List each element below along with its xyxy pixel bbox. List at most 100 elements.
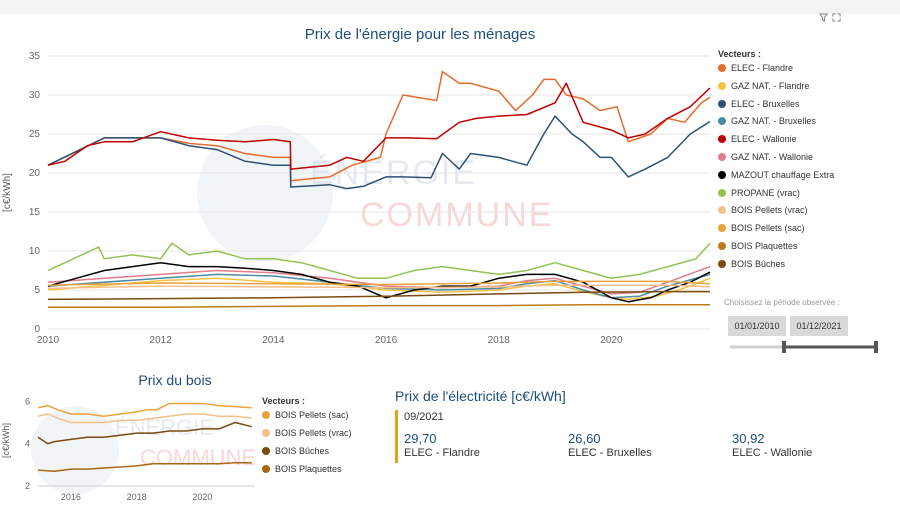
series-line-bois-pellets-vrac: [37, 413, 252, 424]
legend-dot-icon: [718, 259, 726, 268]
legend-label: BOIS Pellets (vrac): [731, 205, 808, 216]
watermark-wood: ÉNERGIE COMMUNE: [31, 406, 256, 494]
legend-item-elec-wallonie[interactable]: ELEC - Wallonie: [718, 134, 797, 144]
legend-label: PROPANE (vrac): [731, 187, 800, 198]
legend-label: BOIS Pellets (sac): [275, 410, 349, 420]
legend-item-bois-plaquettes[interactable]: BOIS Plaquettes: [262, 464, 342, 474]
y-axis-label: [c€/kWh]: [1, 423, 11, 458]
electricity-value-wallonie: 30,92: [732, 431, 765, 446]
y-tick-label: 30: [29, 90, 41, 101]
series-line-bois-buches: [47, 290, 710, 301]
legend-dot-icon: [718, 81, 726, 90]
legend-dot-icon: [718, 188, 726, 197]
series-line-bois-pellets-sac: [47, 280, 711, 287]
x-tick-label: 2020: [192, 492, 212, 502]
legend-item-bois-pellets-sac[interactable]: BOIS Pellets (sac): [718, 223, 805, 233]
legend-dot-icon: [718, 64, 726, 72]
y-tick-label: 20: [29, 168, 41, 179]
legend-dot-icon: [718, 170, 726, 179]
series-line-bois-plaquettes: [48, 304, 710, 308]
series-line-gaz-nat-wallonie: [47, 265, 711, 295]
y-tick-label: 35: [29, 51, 41, 62]
y-tick-label: 4: [25, 439, 30, 449]
legend-item-bois-pellets-vrac[interactable]: BOIS Pellets (vrac): [718, 205, 808, 215]
legend-label: GAZ NAT. - Wallonie: [731, 152, 814, 162]
main-chart: 0 5 10 15 20 25 30 35 2010 2012 2014 2016 2018 2020 [c…: [2, 51, 711, 346]
electricity-card-title: Prix de l'électricité [c€/kWh]: [395, 388, 566, 404]
legend-dot-icon: [262, 411, 270, 419]
legend-dot-icon: [262, 429, 270, 437]
series-line-elec-bruxelles: [47, 115, 711, 190]
slider-handle-end[interactable]: [874, 341, 878, 353]
legend-dot-icon: [718, 153, 726, 161]
legend-dot-icon: [718, 206, 726, 215]
watermark-wood-text-line2: COMMUNE: [140, 445, 256, 470]
wood-chart: 2 4 6 2016 2018 2020 [c€/kWh]: [1, 396, 255, 502]
x-tick-label: 2016: [375, 335, 398, 346]
legend-dot-icon: [718, 242, 726, 250]
series-line-elec-wallonie: [47, 82, 711, 170]
filter-icon[interactable]: [819, 13, 828, 25]
legend-dot-icon: [718, 99, 726, 108]
electricity-label-wallonie: ELEC - Wallonie: [732, 447, 813, 459]
electricity-value-flandre: 29,70: [404, 431, 437, 446]
series-line-bois-pellets-sac: [37, 402, 252, 417]
legend-dot-icon: [262, 465, 270, 473]
legend-item-gaz-nat-flandre[interactable]: GAZ NAT. - Flandre: [718, 81, 809, 91]
legend-item-elec-bruxelles[interactable]: ELEC - Bruxelles: [718, 99, 800, 109]
legend-item-gaz-nat-wallonie[interactable]: GAZ NAT. - Wallonie: [718, 152, 813, 162]
legend-label: GAZ NAT. - Bruxelles: [731, 116, 816, 127]
legend-dot-icon: [718, 224, 726, 233]
series-line-bois-plaquettes: [37, 461, 252, 472]
legend-item-elec-flandre[interactable]: ELEC - Flandre: [718, 63, 793, 73]
x-tick-label: 2020: [600, 335, 623, 346]
watermark-text-line2: COMMUNE: [360, 196, 553, 234]
y-tick-label: 6: [25, 396, 30, 406]
legend-item-bois-pellets-vrac[interactable]: BOIS Pellets (vrac): [262, 428, 352, 438]
legend-item-mazout-chauffage-extra[interactable]: MAZOUT chauffage Extra: [718, 170, 834, 180]
legend-label: BOIS Pellets (sac): [731, 223, 805, 234]
slider-handle-start[interactable]: [782, 341, 786, 353]
period-slider-label: Choisissez la période observée :: [724, 298, 840, 307]
series-line-propane-vrac: [47, 242, 711, 280]
x-tick-label: 2016: [61, 492, 81, 502]
series-line-elec-flandre: [47, 70, 711, 182]
legend-item-bois-pellets-sac[interactable]: BOIS Pellets (sac): [262, 410, 349, 420]
main-legend-title: Vecteurs :: [718, 49, 762, 59]
legend-label: BOIS Bûches: [275, 446, 330, 456]
period-start-date[interactable]: 01/01/2010: [728, 316, 786, 336]
legend-item-bois-plaquettes[interactable]: BOIS Plaquettes: [718, 241, 798, 251]
electricity-card-accent: [395, 410, 398, 463]
legend-label: BOIS Plaquettes: [275, 464, 342, 474]
legend-item-bois-buches[interactable]: BOIS Bûches: [718, 259, 785, 269]
legend-item-gaz-nat-bruxelles[interactable]: GAZ NAT. - Bruxelles: [718, 116, 816, 126]
wood-chart-title: Prix du bois: [138, 372, 212, 388]
y-tick-label: 10: [29, 246, 41, 257]
x-tick-label: 2014: [262, 335, 285, 346]
legend-label: ELEC - Bruxelles: [731, 98, 800, 109]
legend-label: BOIS Pellets (vrac): [275, 428, 352, 438]
x-tick-label: 2018: [488, 335, 511, 346]
legend-item-propane-vrac[interactable]: PROPANE (vrac): [718, 188, 800, 198]
series-line-gaz-nat-bruxelles: [47, 273, 711, 299]
series-line-mazout-chauffage-extra: [47, 261, 711, 303]
series-line-gaz-nat-flandre: [47, 277, 711, 301]
expand-icon[interactable]: [832, 13, 841, 25]
series-line-bois-pellets-vrac: [47, 284, 711, 290]
period-slider[interactable]: [726, 338, 882, 356]
period-end-date[interactable]: 01/12/2021: [790, 316, 848, 336]
top-bar: [0, 0, 900, 14]
y-axis-label: [c€/kWh]: [2, 173, 13, 212]
legend-dot-icon: [718, 117, 726, 126]
y-tick-label: 5: [34, 285, 40, 296]
x-tick-label: 2018: [127, 492, 147, 502]
legend-label: MAZOUT chauffage Extra: [731, 169, 835, 180]
y-tick-label: 0: [34, 324, 40, 335]
legend-item-bois-buches[interactable]: BOIS Bûches: [262, 446, 329, 456]
wood-legend-title: Vecteurs :: [262, 396, 306, 406]
x-tick-label: 2012: [150, 335, 173, 346]
electricity-label-bruxelles: ELEC - Bruxelles: [568, 447, 652, 459]
watermark-wood-text-line1: ÉNERGIE: [115, 415, 214, 440]
legend-dot-icon: [718, 135, 726, 144]
main-chart-title: Prix de l'énergie pour les ménages: [304, 26, 536, 43]
